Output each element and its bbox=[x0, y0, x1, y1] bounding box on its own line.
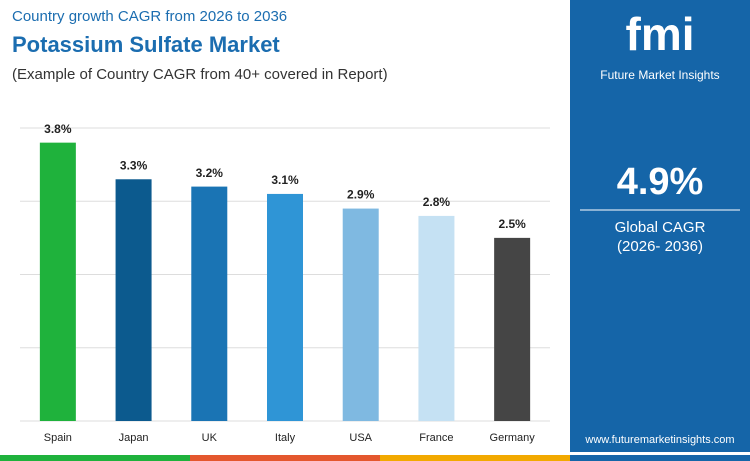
value-label: 3.1% bbox=[271, 173, 299, 187]
bar bbox=[39, 142, 76, 421]
stripe bbox=[570, 455, 750, 461]
x-tick-label: Japan bbox=[119, 432, 149, 444]
bar bbox=[115, 179, 152, 421]
x-tick-label: France bbox=[419, 432, 453, 444]
x-tick-label: Spain bbox=[44, 432, 72, 444]
stripe bbox=[190, 455, 380, 461]
value-label: 2.5% bbox=[498, 217, 526, 231]
chart-title: Potassium Sulfate Market bbox=[12, 32, 280, 57]
value-label: 2.8% bbox=[423, 195, 451, 209]
bar bbox=[494, 237, 531, 421]
x-tick-label: Germany bbox=[490, 432, 536, 444]
side-panel bbox=[570, 0, 750, 452]
chart-subtitle: (Example of Country CAGR from 40+ covere… bbox=[12, 66, 388, 83]
global-value: 4.9% bbox=[617, 161, 704, 203]
brand: Future Market Insights bbox=[600, 68, 719, 82]
bar bbox=[418, 215, 455, 421]
global-period: (2026- 2036) bbox=[617, 238, 703, 255]
value-label: 2.9% bbox=[347, 188, 375, 202]
value-label: 3.8% bbox=[44, 122, 72, 136]
logo: fmi bbox=[626, 8, 695, 60]
url: www.futuremarketinsights.com bbox=[584, 434, 734, 446]
stripe bbox=[0, 455, 190, 461]
bar bbox=[342, 208, 379, 421]
x-tick-label: USA bbox=[349, 432, 372, 444]
global-label: Global CAGR bbox=[615, 219, 706, 236]
stripe bbox=[380, 455, 570, 461]
x-tick-label: UK bbox=[202, 432, 218, 444]
value-label: 3.2% bbox=[196, 166, 224, 180]
bar bbox=[191, 186, 228, 421]
kicker: Country growth CAGR from 2026 to 2036 bbox=[12, 8, 287, 25]
bar bbox=[267, 193, 303, 421]
value-label: 3.3% bbox=[120, 158, 148, 172]
x-tick-label: Italy bbox=[275, 432, 296, 444]
